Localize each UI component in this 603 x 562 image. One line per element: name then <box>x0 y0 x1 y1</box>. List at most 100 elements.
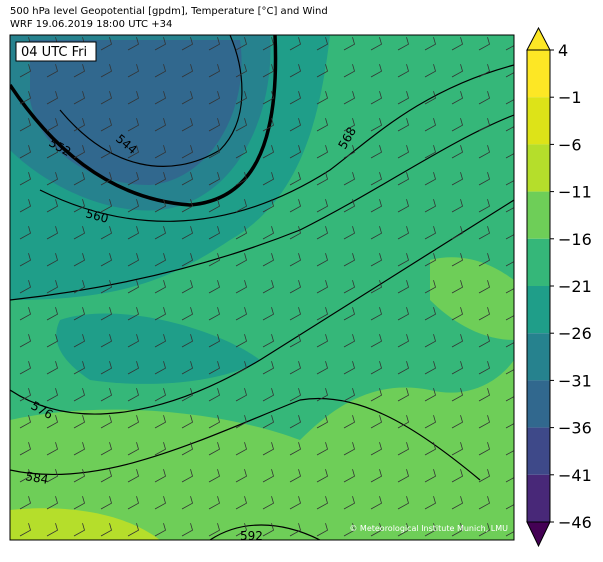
wind-barb <box>127 280 139 294</box>
wind-barb <box>235 334 247 348</box>
wind-barb <box>127 37 139 51</box>
wind-barb <box>262 199 274 213</box>
wind-barb <box>262 415 274 429</box>
wind-barb <box>289 145 301 159</box>
wind-barb <box>451 280 463 294</box>
wind-barb <box>127 442 139 456</box>
time-box <box>15 41 97 62</box>
wind-barb <box>73 145 85 159</box>
wind-barb <box>397 199 409 213</box>
wind-barb <box>424 307 436 321</box>
wind-barb <box>262 523 274 537</box>
wind-barb <box>46 361 58 375</box>
wind-barb <box>316 388 328 402</box>
wind-barb <box>370 361 382 375</box>
wind-barb <box>343 145 355 159</box>
wind-barb <box>46 307 58 321</box>
wind-barb <box>46 388 58 402</box>
wind-barb <box>73 64 85 78</box>
wind-barb <box>370 199 382 213</box>
wind-barb <box>208 118 220 132</box>
wind-barb <box>19 118 31 132</box>
wind-barb <box>397 361 409 375</box>
wind-barb <box>451 496 463 510</box>
wind-barb <box>343 442 355 456</box>
wind-barb <box>19 523 31 537</box>
wind-barb <box>127 172 139 186</box>
wind-barb <box>478 253 490 267</box>
wind-barb <box>127 334 139 348</box>
wind-barb <box>154 64 166 78</box>
wind-barb <box>100 118 112 132</box>
wind-barb <box>100 442 112 456</box>
wind-barb <box>127 496 139 510</box>
wind-barb <box>262 145 274 159</box>
wind-barb <box>181 334 193 348</box>
wind-barb <box>235 118 247 132</box>
wind-barb <box>451 91 463 105</box>
wind-barb <box>19 496 31 510</box>
wind-barb <box>316 64 328 78</box>
colorbar-tick-label: −46 <box>558 513 592 532</box>
colorbar-extend-top <box>526 26 551 51</box>
wind-barb <box>100 280 112 294</box>
wind-barb <box>451 334 463 348</box>
wind-barb <box>208 226 220 240</box>
wind-barb <box>73 118 85 132</box>
wind-barb <box>451 415 463 429</box>
contour-label: 584 <box>24 469 49 487</box>
wind-barb <box>262 442 274 456</box>
wind-barb <box>478 37 490 51</box>
wind-barb <box>235 388 247 402</box>
wind-barb <box>46 496 58 510</box>
wind-barb <box>478 361 490 375</box>
colorbar-tick-label: −11 <box>558 183 592 202</box>
subtitle: WRF 19.06.2019 18:00 UTC +34 <box>10 19 172 30</box>
wind-barb <box>208 280 220 294</box>
wind-barb <box>343 280 355 294</box>
wind-barb <box>154 199 166 213</box>
colorbar-band <box>527 50 550 98</box>
time-label: 04 UTC Fri <box>21 45 87 60</box>
wind-barb <box>181 280 193 294</box>
wind-barb <box>46 226 58 240</box>
wind-barb <box>478 469 490 483</box>
colorbar-band <box>527 286 550 334</box>
wind-barb <box>19 253 31 267</box>
wind-barb <box>316 172 328 186</box>
wind-barb <box>262 469 274 483</box>
wind-barb <box>424 388 436 402</box>
wind-barb <box>100 334 112 348</box>
wind-barb <box>262 118 274 132</box>
wind-barb <box>208 199 220 213</box>
wind-barb <box>289 64 301 78</box>
wind-barb <box>424 226 436 240</box>
colorbar-band <box>527 97 550 145</box>
wind-barb <box>208 307 220 321</box>
wind-barb <box>100 172 112 186</box>
wind-barb <box>73 496 85 510</box>
wind-barb <box>370 145 382 159</box>
wind-barb <box>289 334 301 348</box>
wind-barb <box>289 442 301 456</box>
wind-barb <box>100 91 112 105</box>
wind-barb <box>478 199 490 213</box>
wind-barb <box>289 388 301 402</box>
wind-barb <box>478 280 490 294</box>
wind-barb <box>478 415 490 429</box>
wind-barb <box>127 145 139 159</box>
wind-barb <box>235 172 247 186</box>
wind-barb <box>316 253 328 267</box>
wind-barb <box>208 361 220 375</box>
wind-barb <box>154 145 166 159</box>
wind-barb <box>262 361 274 375</box>
wind-barb <box>424 37 436 51</box>
colorbar-band <box>527 144 550 192</box>
wind-barb <box>46 118 58 132</box>
wind-barb <box>127 64 139 78</box>
wind-barb <box>397 523 409 537</box>
wind-barb <box>370 37 382 51</box>
contour-label: 592 <box>240 529 263 543</box>
colorbar-band <box>527 474 550 522</box>
wind-barb <box>100 199 112 213</box>
